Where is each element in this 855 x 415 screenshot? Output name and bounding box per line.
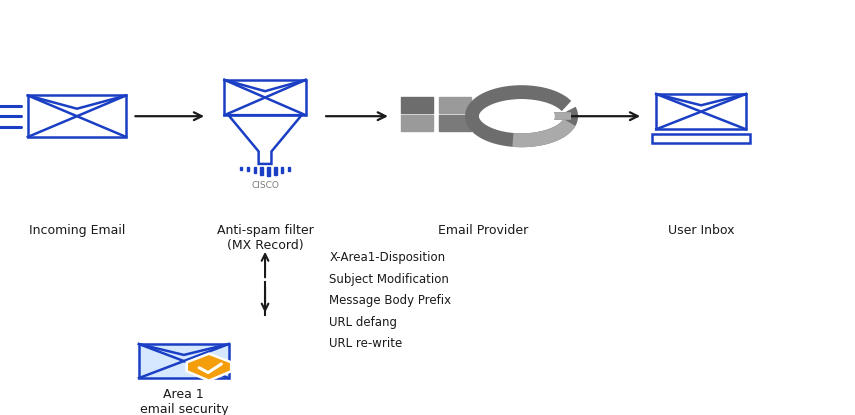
Bar [401,97,433,113]
Bar [247,167,250,171]
Bar [439,115,471,131]
Text: User Inbox: User Inbox [668,224,734,237]
Text: URL re-write: URL re-write [329,337,403,350]
Polygon shape [489,100,554,132]
Polygon shape [489,100,554,132]
Bar [287,167,290,171]
Bar [261,167,263,175]
Text: Message Body Prefix: Message Body Prefix [329,294,451,307]
Polygon shape [139,344,229,378]
Text: CISCO: CISCO [251,181,279,190]
Text: Area 1
email security: Area 1 email security [139,388,228,415]
Bar [401,115,433,131]
Polygon shape [489,100,554,132]
Text: Subject Modification: Subject Modification [329,273,449,286]
Text: Incoming Email: Incoming Email [29,224,125,237]
Bar [254,167,256,173]
Text: Anti-spam filter
(MX Record): Anti-spam filter (MX Record) [216,224,314,252]
Text: URL defang: URL defang [329,316,398,329]
Bar [274,167,276,175]
Bar [239,167,243,170]
Bar [280,167,284,173]
Bar [439,97,471,113]
Text: Email Provider: Email Provider [438,224,528,237]
Polygon shape [489,100,554,132]
Polygon shape [186,354,231,381]
Bar [267,167,270,176]
Text: X-Area1-Disposition: X-Area1-Disposition [329,251,445,264]
